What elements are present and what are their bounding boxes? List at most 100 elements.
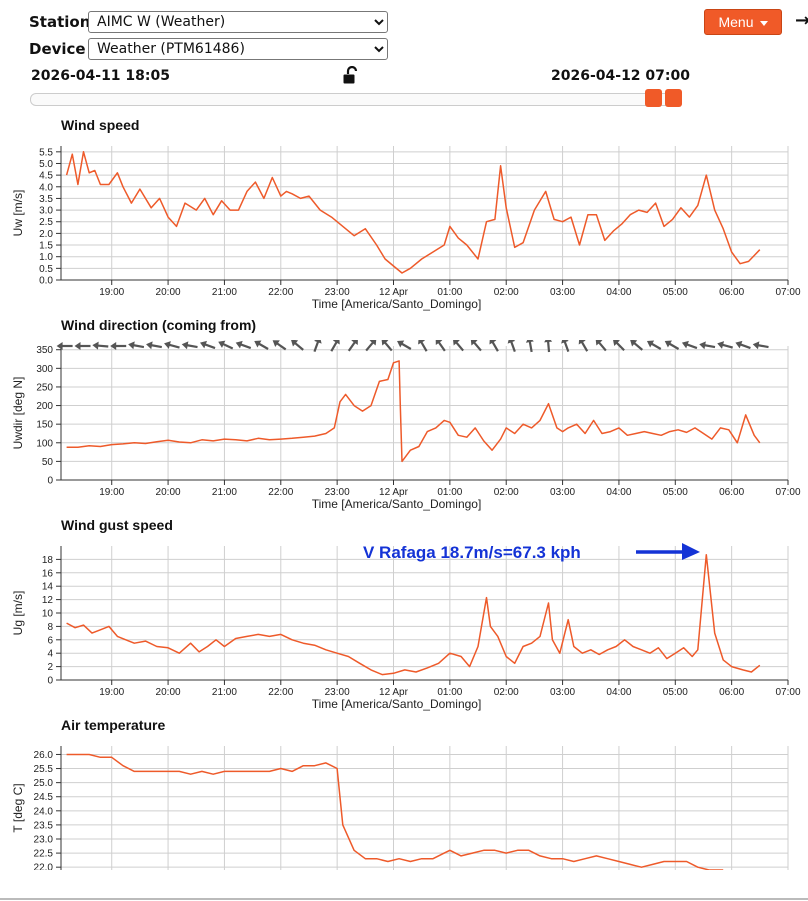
x-tick-label: 21:00 [212, 487, 237, 498]
x-tick-label: 02:00 [494, 487, 519, 498]
x-tick-label: 03:00 [550, 287, 575, 298]
wind-direction-arrow [254, 340, 269, 350]
wind-direction-arrow [347, 340, 358, 352]
y-tick-label: 25.5 [34, 764, 54, 775]
wind-direction-arrow [146, 341, 162, 350]
bottom-divider [0, 898, 808, 900]
arrow-right-icon[interactable]: → [795, 10, 808, 31]
wind-direction-chart: 0 50 100 150 200 250 300 350 19:00 20:00 21:00 22:0… [11, 340, 801, 511]
wind-direction-arrow [752, 341, 769, 350]
chart-title-wind-direction: Wind direction (coming from) [61, 317, 257, 333]
wind-direction-arrow [699, 341, 716, 350]
x-tick-label: 19:00 [99, 287, 124, 298]
y-tick-label: 14 [42, 582, 54, 593]
x-tick-label: 12 Apr [379, 487, 409, 498]
y-tick-label: 25.0 [34, 778, 54, 789]
y-tick-label: 22.5 [34, 849, 54, 860]
wind-direction-arrow [128, 341, 145, 350]
y-tick-label: 23.5 [34, 820, 54, 831]
device-select[interactable]: Weather (PTM61486) [88, 38, 388, 60]
station-select[interactable]: AIMC W (Weather) [88, 11, 388, 33]
x-tick-label: 03:00 [550, 687, 575, 698]
wind-direction-arrow [630, 340, 644, 351]
x-tick-label: 19:00 [99, 487, 124, 498]
y-tick-label: 100 [36, 438, 53, 449]
y-axis-label: Uwdir [deg N] [11, 377, 25, 450]
x-tick-label: 07:00 [775, 487, 800, 498]
wind-direction-arrow [397, 340, 412, 350]
x-tick-label: 05:00 [663, 487, 688, 498]
wind-speed-chart: 0.00.51.01.52.02.53.03.54.04.55.05.5 19:0… [11, 146, 801, 311]
chart-title-air-temperature: Air temperature [61, 717, 166, 733]
wind-direction-arrow [313, 340, 322, 353]
slider-handle-end[interactable] [665, 89, 682, 107]
wind-direction-arrow [381, 340, 393, 352]
y-tick-label: 3.5 [39, 194, 53, 205]
y-tick-label: 0.0 [39, 276, 53, 287]
x-axis-label: Time [America/Santo_Domingo] [312, 297, 482, 311]
y-tick-label: 4.5 [39, 171, 53, 182]
x-tick-label: 07:00 [775, 287, 800, 298]
y-tick-label: 200 [36, 401, 53, 412]
wind-direction-arrow [664, 340, 680, 350]
device-label: Device [29, 40, 86, 58]
y-tick-label: 18 [42, 555, 54, 566]
y-tick-label: 5.0 [39, 159, 53, 170]
x-tick-label: 20:00 [156, 287, 181, 298]
y-tick-label: 8 [47, 622, 53, 633]
wind-direction-arrow [735, 340, 751, 350]
y-tick-label: 0 [47, 676, 53, 687]
slider-handle-start[interactable] [645, 89, 662, 107]
wind-direction-arrow [110, 342, 127, 350]
wind-direction-arrow [74, 342, 91, 350]
wind-direction-arrow [200, 340, 216, 350]
y-axis-label: Uw [m/s] [11, 190, 25, 237]
wind-direction-arrow [272, 340, 287, 351]
y-tick-label: 24.0 [34, 806, 54, 817]
wind-direction-arrow [435, 340, 446, 352]
x-tick-label: 23:00 [325, 287, 350, 298]
x-tick-label: 04:00 [606, 287, 631, 298]
wind-direction-arrow [181, 341, 198, 350]
x-tick-label: 05:00 [663, 687, 688, 698]
x-tick-label: 21:00 [212, 687, 237, 698]
y-tick-label: 2.5 [39, 217, 53, 228]
time-range-slider[interactable] [30, 93, 680, 106]
range-start: 2026-04-11 18:05 [31, 68, 170, 84]
x-tick-label: 01:00 [437, 687, 462, 698]
wind-direction-arrow [365, 340, 377, 352]
y-tick-label: 50 [42, 457, 54, 468]
y-tick-label: 16 [42, 568, 54, 579]
wind-direction-arrow [489, 340, 499, 352]
wind-direction-series-line [66, 360, 761, 463]
wind-direction-arrow [92, 341, 109, 350]
x-tick-label: 04:00 [606, 687, 631, 698]
annotation-arrow-icon [636, 543, 700, 560]
unlock-icon[interactable] [342, 66, 362, 86]
x-tick-label: 19:00 [99, 687, 124, 698]
x-tick-label: 12 Apr [379, 287, 409, 298]
y-tick-label: 4 [47, 649, 53, 660]
wind-direction-arrow [235, 340, 252, 350]
y-tick-label: 22.0 [34, 863, 54, 870]
y-tick-label: 0 [47, 476, 53, 487]
y-tick-label: 2.0 [39, 229, 53, 240]
y-tick-label: 2 [47, 662, 53, 673]
wind-direction-arrow [717, 341, 733, 349]
station-label: Station [29, 13, 91, 31]
x-tick-label: 04:00 [606, 487, 631, 498]
x-tick-label: 02:00 [494, 687, 519, 698]
wind-direction-arrow [681, 340, 698, 350]
wind-gust-series-line [66, 553, 761, 676]
wind-gust-chart: 0 2 4 6 8 10 12 14 16 18 19:00 20:00 21:00 22:00 23:00… [11, 546, 801, 711]
air-temperature-series-line [66, 753, 724, 870]
x-tick-label: 20:00 [156, 487, 181, 498]
range-end: 2026-04-12 07:00 [551, 68, 690, 84]
x-tick-label: 23:00 [325, 687, 350, 698]
menu-button[interactable]: Menu [704, 9, 782, 35]
wind-direction-arrow [578, 340, 589, 352]
wind-direction-arrow [470, 340, 482, 352]
x-tick-label: 03:00 [550, 487, 575, 498]
y-axis-label: Ug [m/s] [11, 591, 25, 636]
x-tick-label: 01:00 [437, 287, 462, 298]
